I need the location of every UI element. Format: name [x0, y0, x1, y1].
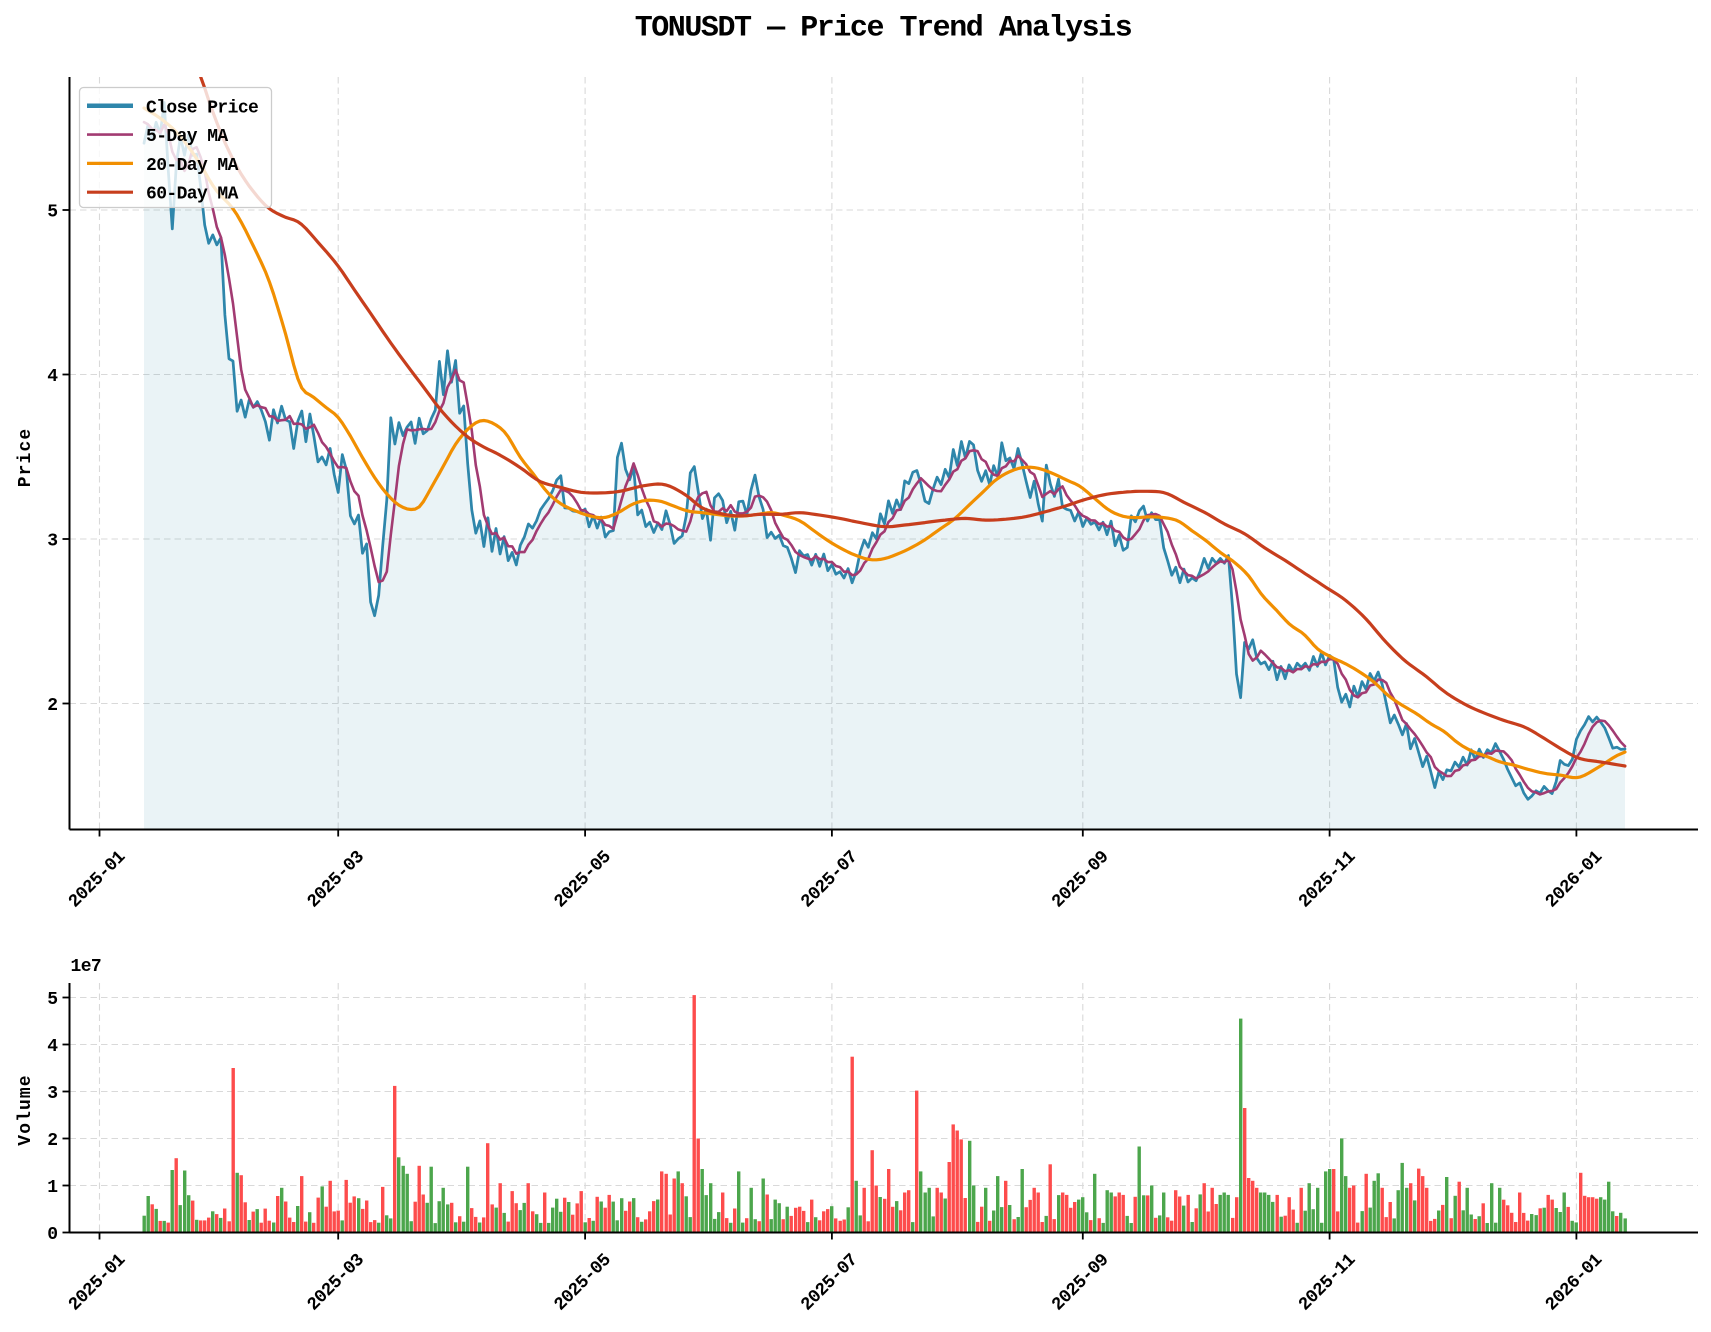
svg-text:2: 2	[47, 696, 57, 716]
svg-text:4: 4	[47, 1037, 58, 1057]
svg-text:0: 0	[47, 1225, 57, 1245]
svg-text:5-Day MA: 5-Day MA	[146, 127, 228, 147]
svg-text:3: 3	[47, 1084, 57, 1104]
svg-text:Volume: Volume	[16, 1074, 36, 1145]
svg-text:5: 5	[47, 990, 57, 1010]
svg-text:1: 1	[47, 1178, 58, 1198]
svg-text:2: 2	[47, 1131, 57, 1151]
svg-text:3: 3	[47, 532, 57, 552]
svg-text:1e7: 1e7	[71, 957, 102, 977]
svg-text:60-Day MA: 60-Day MA	[146, 185, 239, 205]
svg-text:4: 4	[47, 367, 58, 387]
svg-text:20-Day MA: 20-Day MA	[146, 156, 239, 176]
svg-text:TONUSDT — Price Trend Analysis: TONUSDT — Price Trend Analysis	[635, 11, 1132, 45]
svg-text:Price: Price	[16, 428, 36, 488]
svg-text:Close Price: Close Price	[146, 98, 258, 118]
svg-text:5: 5	[47, 203, 57, 223]
